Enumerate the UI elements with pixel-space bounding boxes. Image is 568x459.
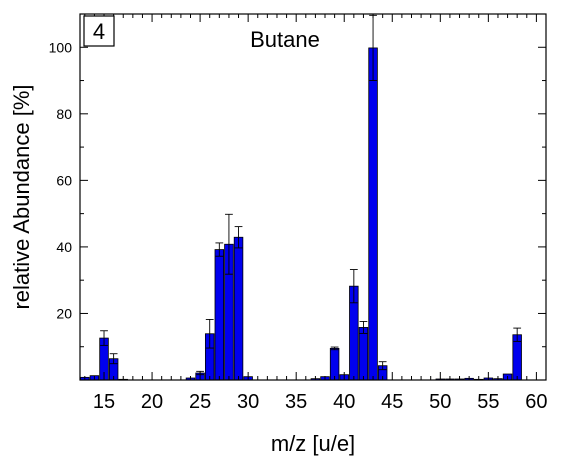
y-tick-label-60: 60 <box>56 172 72 188</box>
panel-label-box <box>83 15 115 47</box>
error-bars-layer <box>100 14 522 376</box>
y-tick-label-20: 20 <box>56 305 72 321</box>
x-tick-label-40: 40 <box>333 391 355 413</box>
x-tick-label-30: 30 <box>237 391 259 413</box>
panel-label: 4 <box>93 19 105 44</box>
bar-mz-27 <box>214 249 225 381</box>
bar-mz-43 <box>368 47 378 381</box>
x-tick-label-35: 35 <box>285 391 307 413</box>
x-tick-label-45: 45 <box>381 391 403 413</box>
bars-layer <box>80 47 522 381</box>
x-tick-label-60: 60 <box>525 391 547 413</box>
x-tick-label-20: 20 <box>141 391 163 413</box>
y-tick-label-40: 40 <box>56 239 72 255</box>
plot-frame <box>79 13 547 381</box>
x-tick-label-25: 25 <box>189 391 211 413</box>
bar-mz-29 <box>233 236 244 381</box>
x-tick-label-15: 15 <box>93 391 115 413</box>
y-axis-title: relative Abundance [%] <box>9 84 34 309</box>
bar-mz-39 <box>329 347 340 381</box>
chart-title: Butane <box>250 27 320 52</box>
bar-mz-42 <box>358 327 369 381</box>
y-tick-label-80: 80 <box>56 106 72 122</box>
x-axis-title: m/z [u/e] <box>271 431 355 456</box>
x-tick-label-50: 50 <box>429 391 451 413</box>
ticks-layer: 15 20 25 30 35 40 45 50 55 60 20 40 60 80 100 <box>49 14 548 413</box>
x-tick-label-55: 55 <box>477 391 499 413</box>
y-tick-label-100: 100 <box>49 39 73 55</box>
